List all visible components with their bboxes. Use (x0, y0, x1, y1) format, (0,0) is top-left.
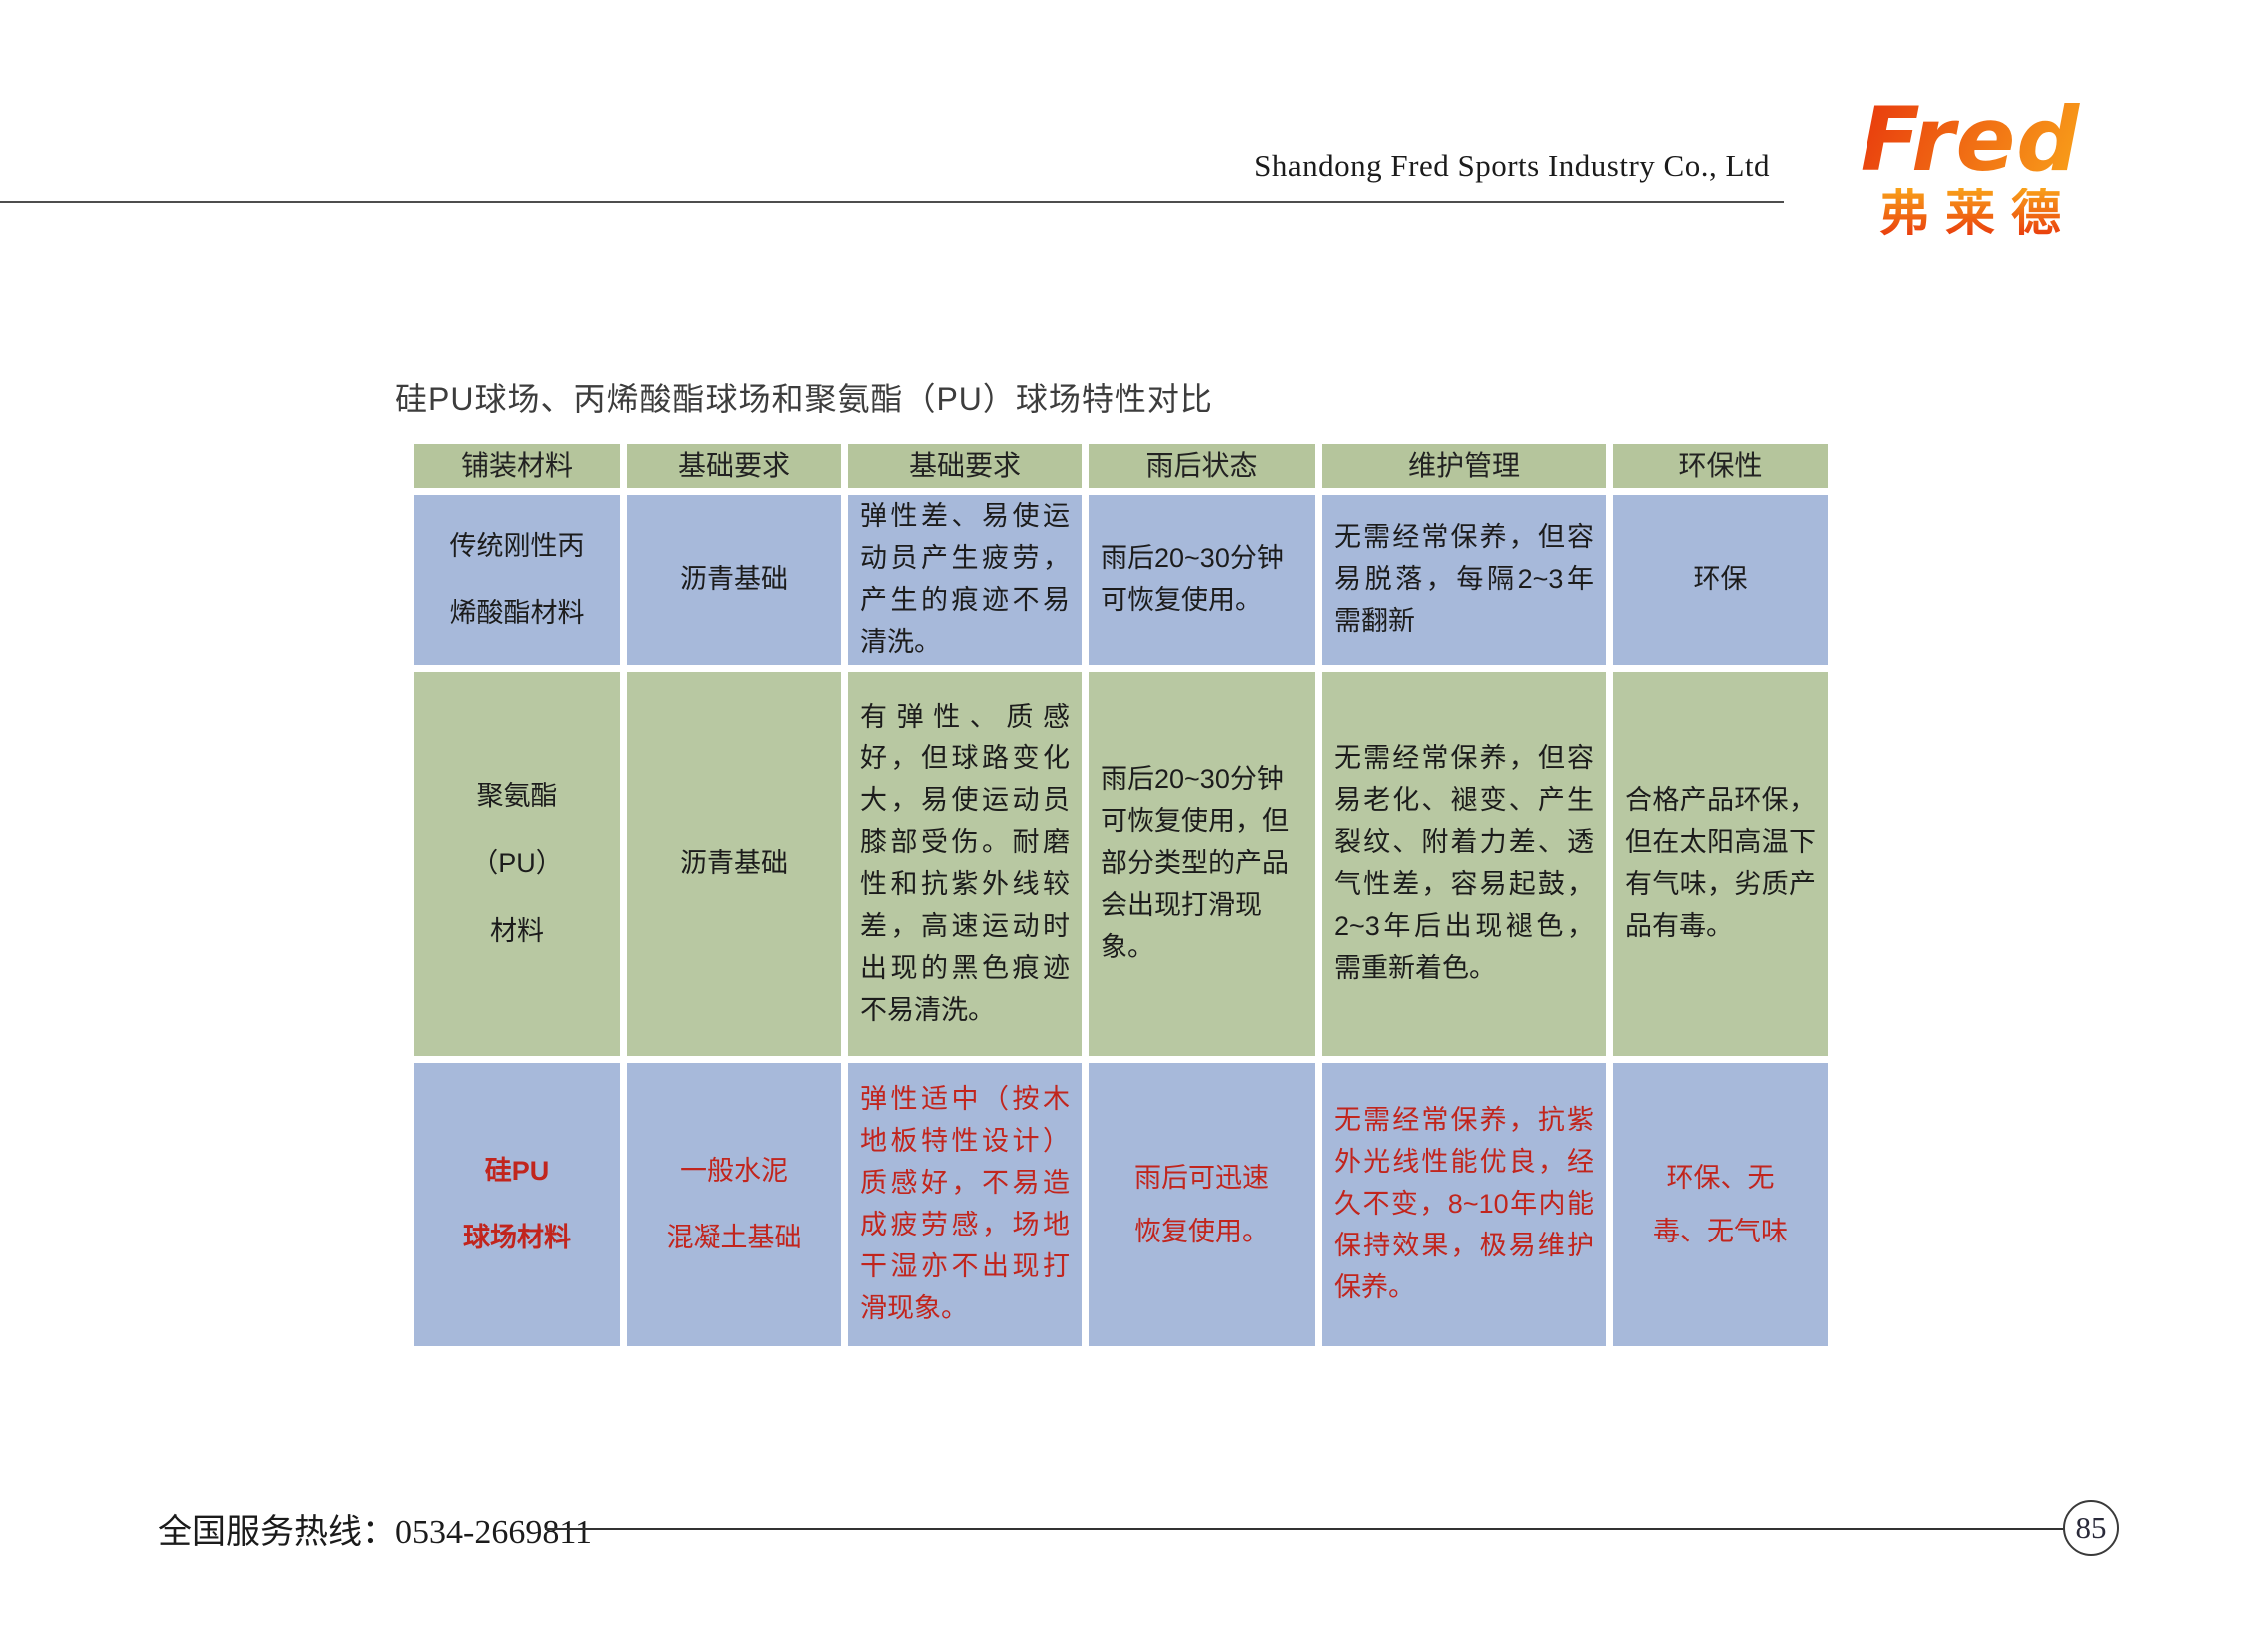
table-cell-r2-maintenance: 无需经常保养，但容易老化、褪变、产生裂纹、附着力差、透气性差，容易起鼓，2~3年… (1322, 672, 1606, 1056)
table-cell-r2-material: 聚氨酯 （PU） 材料 (414, 672, 620, 1056)
column-header-paving-material: 铺装材料 (414, 444, 620, 488)
table-cell-r3-material: 硅PU 球场材料 (414, 1063, 620, 1346)
service-hotline-label: 全国服务热线： (158, 1514, 395, 1551)
table-cell-r1-after-rain: 雨后20~30分钟 可恢复使用。 (1089, 495, 1315, 665)
fred-logo: Fred 弗莱德 (1806, 96, 2135, 239)
header-divider-line (0, 201, 1784, 203)
company-name: Shandong Fred Sports Industry Co., Ltd (1254, 148, 1770, 183)
service-hotline: 全国服务热线：0534-2669811 (158, 1504, 592, 1553)
table-cell-r3-after-rain: 雨后可迅速 恢复使用。 (1089, 1063, 1315, 1346)
table-cell-r2-elasticity: 有弹性、质感好，但球路变化大，易使运动员膝部受伤。耐磨性和抗紫外线较差，高速运动… (848, 672, 1082, 1056)
table-cell-r3-eco: 环保、无 毒、无气味 (1613, 1063, 1828, 1346)
table-cell-r2-eco: 合格产品环保，但在太阳高温下有气味，劣质产品有毒。 (1613, 672, 1828, 1056)
comparison-table: 铺装材料 基础要求 基础要求 雨后状态 维护管理 环保性 传统刚性丙 烯酸酯材料… (414, 444, 1828, 1346)
table-cell-r3-base: 一般水泥 混凝土基础 (627, 1063, 841, 1346)
column-header-base-requirement-2: 基础要求 (848, 444, 1082, 488)
table-cell-r1-material: 传统刚性丙 烯酸酯材料 (414, 495, 620, 665)
table-cell-r2-base: 沥青基础 (627, 672, 841, 1056)
table-cell-r3-maintenance: 无需经常保养，抗紫外光线性能优良，经久不变，8~10年内能保持效果，极易维护保养… (1322, 1063, 1606, 1346)
fred-logo-wordmark: Fred (1806, 96, 2135, 184)
footer-divider-line (545, 1528, 2065, 1530)
table-cell-r1-eco: 环保 (1613, 495, 1828, 665)
fred-logo-chinese-text: 弗莱德 (1806, 188, 2135, 238)
column-header-eco: 环保性 (1613, 444, 1828, 488)
table-cell-r1-elasticity: 弹性差、易使运动员产生疲劳，产生的痕迹不易清洗。 (848, 495, 1082, 665)
column-header-maintenance: 维护管理 (1322, 444, 1606, 488)
page-title: 硅PU球场、丙烯酸酯球场和聚氨酯（PU）球场特性对比 (395, 381, 1213, 416)
table-cell-r3-elasticity: 弹性适中（按木地板特性设计）质感好，不易造成疲劳感，场地干湿亦不出现打滑现象。 (848, 1063, 1082, 1346)
table-cell-r1-maintenance: 无需经常保养，但容易脱落，每隔2~3年需翻新 (1322, 495, 1606, 665)
column-header-after-rain: 雨后状态 (1089, 444, 1315, 488)
table-cell-r1-base: 沥青基础 (627, 495, 841, 665)
column-header-base-requirement: 基础要求 (627, 444, 841, 488)
service-hotline-number: 0534-2669811 (395, 1514, 593, 1551)
page-number-badge: 85 (2063, 1500, 2119, 1556)
table-cell-r2-after-rain: 雨后20~30分钟可恢复使用，但部分类型的产品会出现打滑现象。 (1089, 672, 1315, 1056)
